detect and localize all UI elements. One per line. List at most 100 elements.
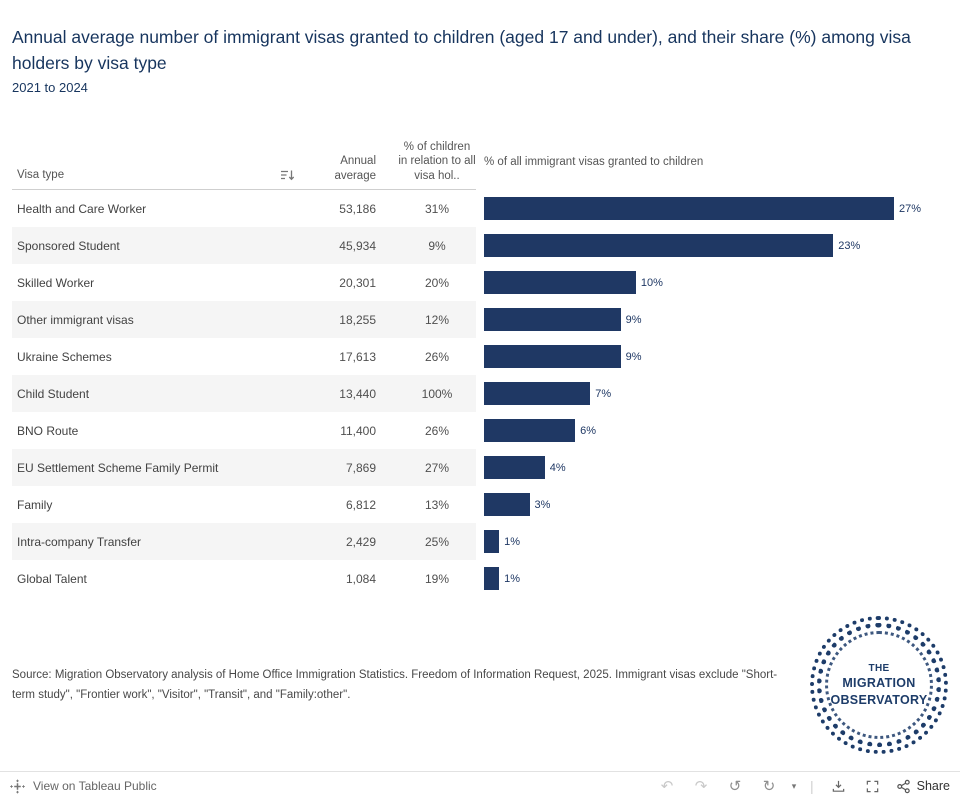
bar[interactable]	[484, 271, 636, 294]
table-row[interactable]: Global Talent 1,084 19%	[12, 560, 476, 597]
source-note: Source: Migration Observatory analysis o…	[12, 669, 778, 701]
pct-children-cell: 31%	[424, 201, 450, 216]
table-row[interactable]: Family 6,812 13%	[12, 486, 476, 523]
table-row[interactable]: BNO Route 11,400 26%	[12, 412, 476, 449]
chart-row: 1%	[484, 560, 952, 597]
chart-row: 23%	[484, 227, 952, 264]
chart-row: 9%	[484, 301, 952, 338]
logo-line-2: MIGRATION	[842, 676, 916, 691]
pct-children-cell: 26%	[424, 423, 450, 438]
column-header-annual-average[interactable]: Annual average	[334, 155, 376, 182]
chart-title: % of all immigrant visas granted to chil…	[484, 156, 704, 168]
pct-children-cell: 20%	[424, 275, 450, 290]
visa-table: Visa type Annual average % of children i…	[12, 124, 476, 597]
visa-type-cell: BNO Route	[17, 423, 79, 438]
pct-children-cell: 19%	[424, 571, 450, 586]
visa-type-cell: Skilled Worker	[17, 275, 95, 290]
annual-average-cell: 53,186	[339, 201, 376, 216]
bar[interactable]	[484, 308, 621, 331]
pct-children-cell: 9%	[428, 238, 446, 253]
bar[interactable]	[484, 419, 576, 442]
logo-middle-ring	[817, 623, 941, 747]
page-title: Annual average number of immigrant visas…	[12, 27, 911, 74]
tableau-toolbar: View on Tableau Public ↶ ↷ ↺ ↻ ▾ |	[0, 771, 960, 800]
download-icon[interactable]	[822, 779, 856, 794]
chart-row: 9%	[484, 338, 952, 375]
chart-row: 7%	[484, 375, 952, 412]
sort-icon[interactable]	[280, 169, 294, 182]
revert-icon[interactable]: ↺	[728, 777, 742, 795]
bar[interactable]	[484, 382, 591, 405]
tableau-logo-icon	[10, 779, 25, 794]
bar-value-label: 10%	[640, 276, 663, 289]
table-row[interactable]: EU Settlement Scheme Family Permit 7,869 2…	[12, 449, 476, 486]
visa-type-header-label: Visa type	[17, 168, 65, 181]
visa-table-body: Health and Care Worker 53,186 31% Sponsored…	[12, 190, 476, 597]
bar-value-label: 9%	[625, 313, 642, 326]
annual-average-cell: 13,440	[339, 386, 376, 401]
refresh-icon[interactable]: ↻	[762, 777, 776, 795]
bar[interactable]	[484, 530, 500, 553]
visa-type-cell: Ukraine Schemes	[17, 349, 112, 364]
bar[interactable]	[484, 456, 545, 479]
bar-value-label: 6%	[580, 424, 597, 437]
table-row[interactable]: Intra-company Transfer 2,429 25%	[12, 523, 476, 560]
toolbar-actions: ↶ ↷ ↺ ↻ ▾ |	[650, 778, 950, 794]
logo-line-3: OBSERVATORY	[830, 692, 928, 707]
visa-type-cell: Child Student	[17, 386, 90, 401]
view-on-tableau-link[interactable]: View on Tableau Public	[10, 779, 157, 794]
pct-children-cell: 13%	[424, 497, 450, 512]
pct-children-cell: 25%	[424, 534, 450, 549]
bar[interactable]	[484, 493, 530, 516]
table-header-row: Visa type Annual average % of children i…	[12, 124, 476, 190]
bar-value-label: 7%	[595, 387, 612, 400]
bar[interactable]	[484, 345, 621, 368]
migration-observatory-logo: THE MIGRATION OBSERVATORY	[810, 616, 948, 754]
visa-type-cell: Other immigrant visas	[17, 312, 134, 327]
visa-type-cell: Sponsored Student	[17, 238, 120, 253]
bar[interactable]	[484, 197, 894, 220]
share-button[interactable]: Share	[896, 779, 950, 794]
logo-line-1: THE	[868, 663, 890, 675]
visa-type-cell: Intra-company Transfer	[17, 534, 142, 549]
bar-chart: % of all immigrant visas granted to chil…	[484, 124, 952, 597]
bar-value-label: 4%	[549, 461, 566, 474]
bar-value-label: 27%	[899, 202, 922, 215]
chart-row: 4%	[484, 449, 952, 486]
bar-value-label: 1%	[504, 572, 521, 585]
table-row[interactable]: Skilled Worker 20,301 20%	[12, 264, 476, 301]
column-header-pct-children[interactable]: % of children in relation to all visa ho…	[398, 140, 476, 182]
annual-average-cell: 18,255	[339, 312, 376, 327]
main-content: Visa type Annual average % of children i…	[12, 124, 952, 597]
visa-type-cell: EU Settlement Scheme Family Permit	[17, 460, 219, 475]
pct-children-cell: 12%	[424, 312, 450, 327]
table-row[interactable]: Sponsored Student 45,934 9%	[12, 227, 476, 264]
bar-value-label: 1%	[504, 535, 521, 548]
visa-type-cell: Family	[17, 497, 53, 512]
logo-inner-ring	[825, 631, 933, 739]
logo-outer-ring	[810, 616, 948, 754]
bar-value-label: 3%	[534, 498, 551, 511]
visa-type-cell: Global Talent	[17, 571, 87, 586]
redo-icon[interactable]: ↷	[694, 777, 708, 795]
table-row[interactable]: Health and Care Worker 53,186 31%	[12, 190, 476, 227]
chevron-down-icon[interactable]: ▾	[791, 780, 797, 791]
bar[interactable]	[484, 234, 834, 257]
chart-row: 6%	[484, 412, 952, 449]
chart-row: 1%	[484, 523, 952, 560]
table-row[interactable]: Child Student 13,440 100%	[12, 375, 476, 412]
column-header-visa-type[interactable]: Visa type	[12, 168, 304, 183]
fullscreen-icon[interactable]	[856, 779, 890, 794]
table-row[interactable]: Other immigrant visas 18,255 12%	[12, 301, 476, 338]
annual-average-cell: 11,400	[340, 423, 376, 438]
undo-icon[interactable]: ↶	[660, 777, 674, 795]
bar-value-label: 23%	[838, 239, 861, 252]
visa-type-cell: Health and Care Worker	[17, 201, 147, 216]
annual-average-cell: 17,613	[339, 349, 376, 364]
table-row[interactable]: Ukraine Schemes 17,613 26%	[12, 338, 476, 375]
bar[interactable]	[484, 567, 500, 590]
share-label: Share	[916, 779, 950, 793]
bar-value-label: 9%	[625, 350, 642, 363]
chart-row: 3%	[484, 486, 952, 523]
